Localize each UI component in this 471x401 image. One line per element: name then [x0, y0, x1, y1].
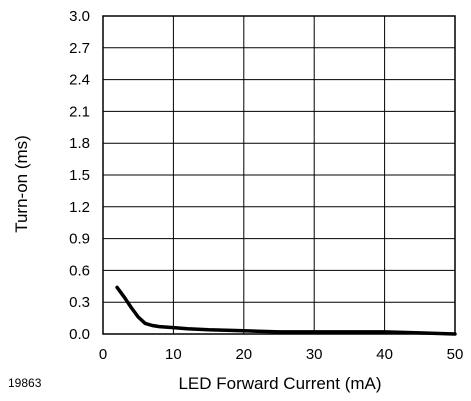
y-tick-label: 0.6: [69, 262, 90, 279]
series-line: [115, 285, 457, 336]
y-tick-label: 2.7: [69, 40, 90, 57]
y-tick-label: 1.2: [69, 199, 90, 216]
x-axis-label: LED Forward Current (mA): [178, 374, 381, 393]
plot-frame: [102, 15, 456, 335]
series-group: [115, 285, 457, 336]
y-tick-label: 1.8: [69, 135, 90, 152]
y-tick-label: 0.3: [69, 294, 90, 311]
grid-lines: [103, 16, 455, 334]
y-tick-label: 2.4: [69, 72, 90, 89]
x-tick-label: 40: [376, 346, 393, 363]
x-tick-label: 50: [447, 346, 464, 363]
figure-id: 19863: [8, 376, 42, 390]
x-tick-label: 20: [235, 346, 252, 363]
x-tick-label: 10: [165, 346, 182, 363]
x-tick-label: 30: [306, 346, 323, 363]
tick-labels: 0 10 20 30 40 50 0.0 0.3 0.6 0.9 1.2 1.5 1.8 2.1 2.4 2.…: [69, 8, 463, 363]
x-tick-label: 0: [99, 346, 107, 363]
y-tick-label: 2.1: [69, 103, 90, 120]
y-tick-label: 1.5: [69, 167, 90, 184]
y-axis-label: Turn-on (ms): [12, 135, 31, 233]
y-tick-label: 3.0: [69, 8, 90, 25]
y-tick-label: 0.9: [69, 231, 90, 248]
y-tick-label: 0.0: [69, 326, 90, 343]
